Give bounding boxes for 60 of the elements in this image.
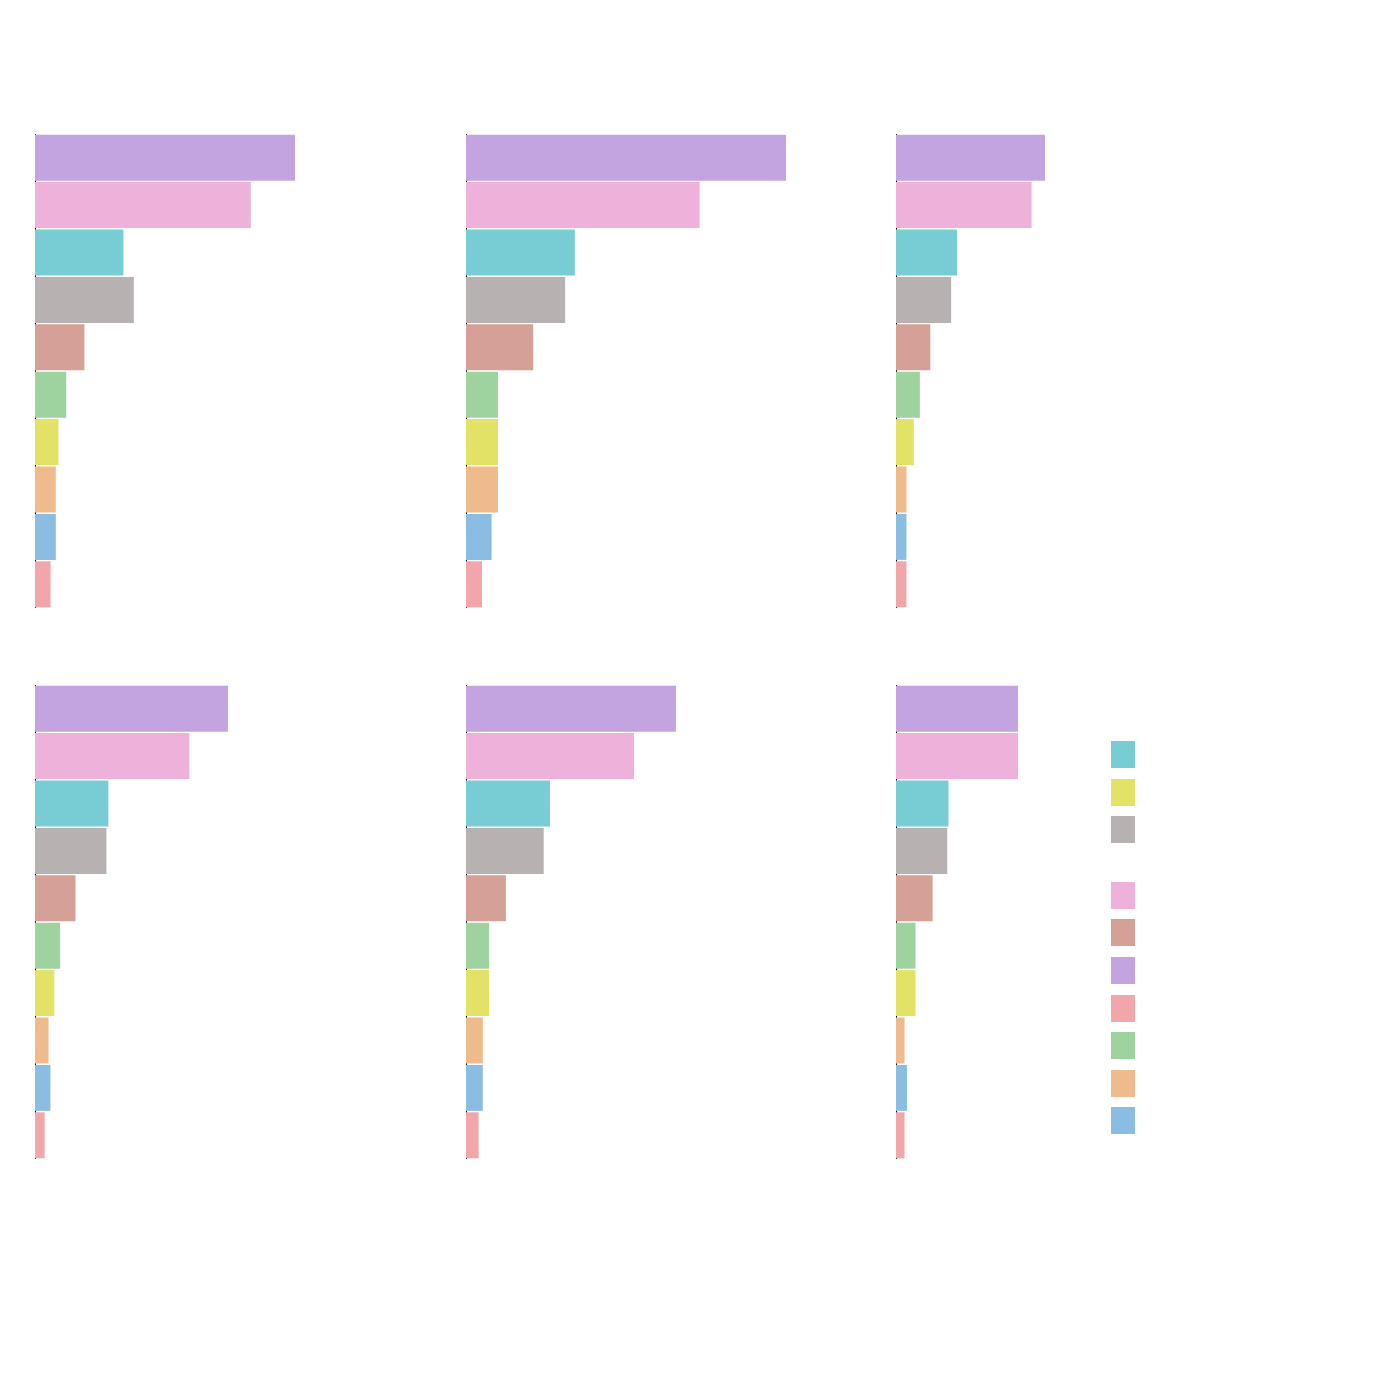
bar	[35, 685, 228, 732]
bar	[896, 371, 920, 418]
bar	[896, 466, 907, 513]
bar	[896, 875, 933, 922]
bar	[896, 970, 916, 1017]
bar	[896, 229, 958, 276]
bar	[896, 561, 907, 608]
bar	[466, 922, 490, 969]
bar	[896, 780, 949, 827]
bar	[466, 780, 550, 827]
bar	[35, 182, 251, 229]
bar	[896, 134, 1045, 181]
bar	[896, 922, 916, 969]
bar	[466, 685, 676, 732]
bar	[35, 827, 107, 874]
bar	[466, 561, 482, 608]
bar	[466, 875, 506, 922]
bar	[466, 1112, 479, 1159]
bar	[896, 513, 907, 560]
bar	[896, 733, 1018, 780]
bar	[35, 513, 56, 560]
bar	[466, 1017, 483, 1064]
bar	[35, 875, 76, 922]
bar	[35, 466, 56, 513]
bar	[35, 229, 124, 276]
bar	[35, 733, 190, 780]
bar	[466, 229, 575, 276]
bar	[466, 513, 492, 560]
bar	[466, 419, 498, 466]
bar	[35, 419, 59, 466]
bar	[35, 371, 67, 418]
bar	[896, 324, 931, 371]
bar	[35, 922, 61, 969]
bar	[466, 324, 534, 371]
bar	[35, 1017, 49, 1064]
bar	[35, 970, 55, 1017]
bar	[35, 1064, 51, 1111]
bar	[896, 685, 1018, 732]
bar	[466, 733, 634, 780]
bar	[896, 182, 1032, 229]
bar	[896, 419, 914, 466]
bar	[466, 276, 566, 323]
bar	[896, 1064, 907, 1111]
bar	[896, 1112, 905, 1159]
bar	[35, 276, 134, 323]
bar	[466, 466, 498, 513]
bar	[466, 182, 700, 229]
bar	[35, 561, 51, 608]
bar	[466, 134, 786, 181]
bar	[466, 371, 498, 418]
bar	[896, 1017, 905, 1064]
bar	[896, 827, 948, 874]
bar	[466, 1064, 483, 1111]
bar	[896, 276, 952, 323]
bar	[35, 134, 295, 181]
bar	[35, 1112, 45, 1159]
bar	[35, 780, 109, 827]
bar	[35, 324, 85, 371]
bar	[466, 827, 544, 874]
bar	[466, 970, 490, 1017]
